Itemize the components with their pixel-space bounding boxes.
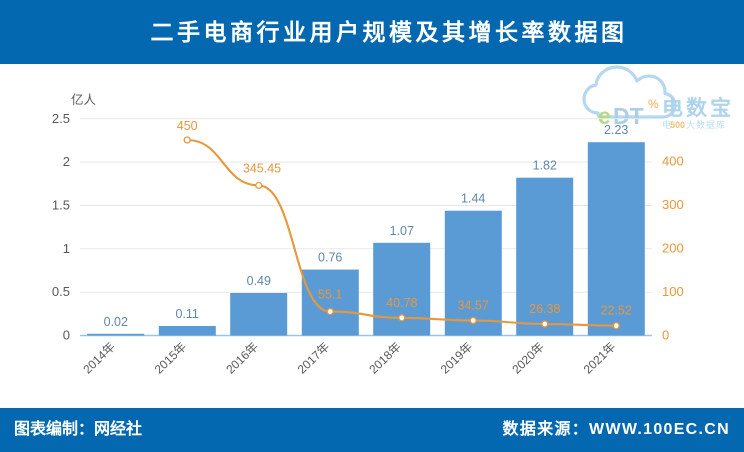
svg-text:40.78: 40.78 [386, 296, 417, 310]
svg-text:400: 400 [662, 154, 684, 169]
svg-text:1: 1 [63, 241, 70, 256]
svg-text:22.52: 22.52 [601, 304, 632, 318]
svg-text:500: 500 [670, 120, 685, 130]
svg-text:2.23: 2.23 [604, 123, 628, 137]
svg-text:大数据库: 大数据库 [686, 119, 726, 130]
svg-text:0.76: 0.76 [318, 251, 342, 265]
svg-text:300: 300 [662, 197, 684, 212]
svg-text:2014年: 2014年 [80, 340, 118, 377]
svg-text:2018年: 2018年 [366, 340, 404, 377]
svg-text:55.1: 55.1 [318, 288, 342, 302]
svg-text:2016年: 2016年 [223, 340, 261, 377]
svg-text:2.5: 2.5 [52, 111, 70, 126]
svg-text:26.38: 26.38 [529, 302, 560, 316]
svg-text:0: 0 [63, 328, 70, 343]
svg-text:1.07: 1.07 [390, 224, 414, 238]
svg-text:亿人: 亿人 [71, 92, 97, 107]
svg-text:2020年: 2020年 [509, 340, 547, 377]
svg-text:1.82: 1.82 [533, 159, 557, 173]
svg-text:2021年: 2021年 [581, 340, 619, 377]
svg-text:%: % [648, 97, 659, 111]
svg-text:345.45: 345.45 [243, 162, 281, 176]
svg-text:电数宝: 电数宝 [662, 96, 734, 120]
svg-text:0.02: 0.02 [104, 315, 128, 329]
svg-text:200: 200 [662, 241, 684, 256]
svg-text:0.49: 0.49 [247, 274, 271, 288]
svg-text:2015年: 2015年 [152, 340, 190, 377]
svg-text:0.5: 0.5 [52, 284, 70, 299]
svg-text:0: 0 [662, 328, 669, 343]
svg-text:450: 450 [177, 119, 198, 133]
svg-text:100: 100 [662, 284, 684, 299]
svg-text:0.11: 0.11 [175, 307, 198, 321]
svg-text:1.44: 1.44 [461, 192, 485, 206]
svg-text:2: 2 [63, 154, 70, 169]
svg-text:34.57: 34.57 [458, 299, 489, 313]
svg-text:2019年: 2019年 [438, 340, 476, 377]
svg-text:2017年: 2017年 [295, 340, 333, 377]
svg-text:1.5: 1.5 [52, 198, 70, 213]
